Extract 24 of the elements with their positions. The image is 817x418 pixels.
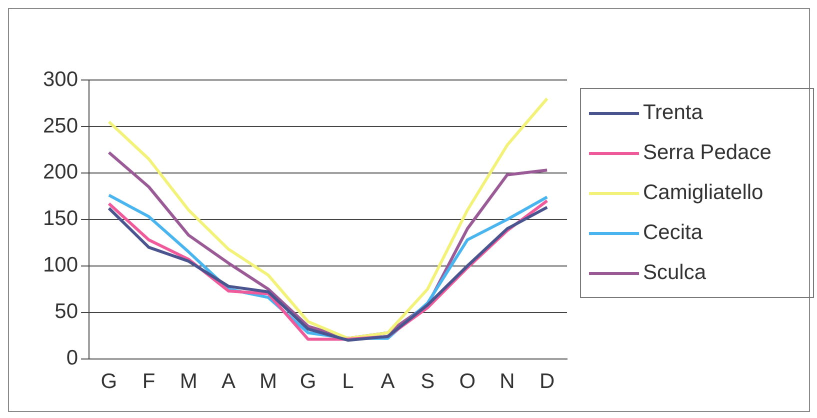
x-tick-label: N	[500, 370, 515, 394]
y-tick-label: 250	[42, 114, 78, 138]
y-tick-label: 100	[42, 254, 78, 277]
x-tick-label: D	[540, 370, 555, 394]
x-tick-label: L	[342, 370, 354, 394]
y-tick-label: 50	[54, 300, 78, 324]
x-tick-label: G	[300, 370, 316, 394]
x-tick-label: A	[380, 370, 395, 394]
x-tick-label: M	[260, 370, 278, 394]
x-tick-label: S	[420, 370, 435, 394]
legend-label: Camigliatello	[643, 181, 764, 205]
x-tick-label: G	[100, 370, 118, 394]
x-tick-label: A	[221, 370, 236, 394]
y-tick-label: 200	[42, 160, 78, 184]
y-tick-label: 300	[42, 68, 78, 91]
x-tick-label: F	[142, 370, 156, 394]
legend-label: Sculca	[643, 261, 706, 285]
legend-label: Cecita	[643, 221, 703, 245]
legend-label: Serra Pedace	[643, 141, 772, 165]
x-tick-label: O	[459, 370, 476, 394]
y-tick-label: 0	[66, 346, 78, 370]
y-tick-label: 150	[42, 207, 78, 230]
x-tick-label: M	[180, 370, 198, 394]
legend-label: Trenta	[643, 101, 703, 125]
